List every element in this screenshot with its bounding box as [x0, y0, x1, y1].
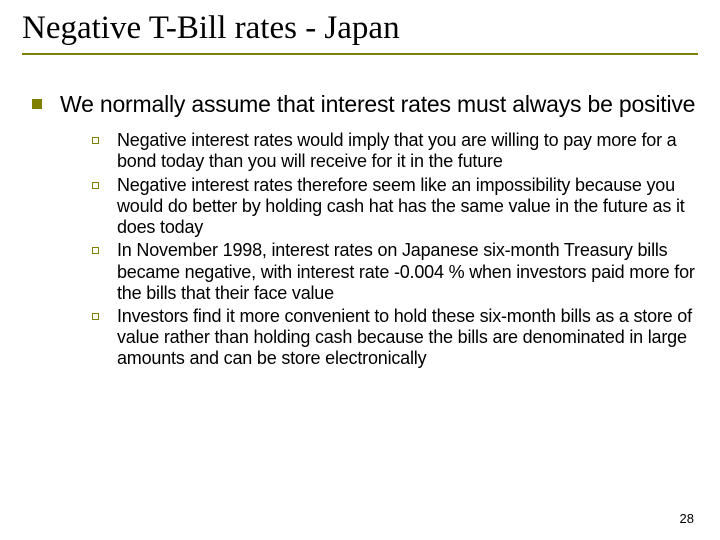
bullet-level2: Investors find it more convenient to hol…: [92, 306, 698, 370]
hollow-square-bullet-icon: [92, 137, 99, 144]
level1-text: We normally assume that interest rates m…: [60, 91, 695, 118]
hollow-square-bullet-icon: [92, 247, 99, 254]
bullet-level2: Negative interest rates would imply that…: [92, 130, 698, 172]
bullet-level2: Negative interest rates therefore seem l…: [92, 175, 698, 239]
bullet-level2: In November 1998, interest rates on Japa…: [92, 240, 698, 304]
square-bullet-icon: [32, 99, 42, 109]
level2-text: In November 1998, interest rates on Japa…: [117, 240, 698, 304]
level2-text: Investors find it more convenient to hol…: [117, 306, 698, 370]
slide-title: Negative T-Bill rates - Japan: [22, 10, 698, 55]
hollow-square-bullet-icon: [92, 313, 99, 320]
slide-container: Negative T-Bill rates - Japan We normall…: [0, 0, 720, 540]
sub-bullets-container: Negative interest rates would imply that…: [92, 130, 698, 370]
hollow-square-bullet-icon: [92, 182, 99, 189]
level2-text: Negative interest rates would imply that…: [117, 130, 698, 172]
bullet-level1: We normally assume that interest rates m…: [32, 91, 698, 118]
page-number: 28: [680, 511, 694, 526]
level2-text: Negative interest rates therefore seem l…: [117, 175, 698, 239]
